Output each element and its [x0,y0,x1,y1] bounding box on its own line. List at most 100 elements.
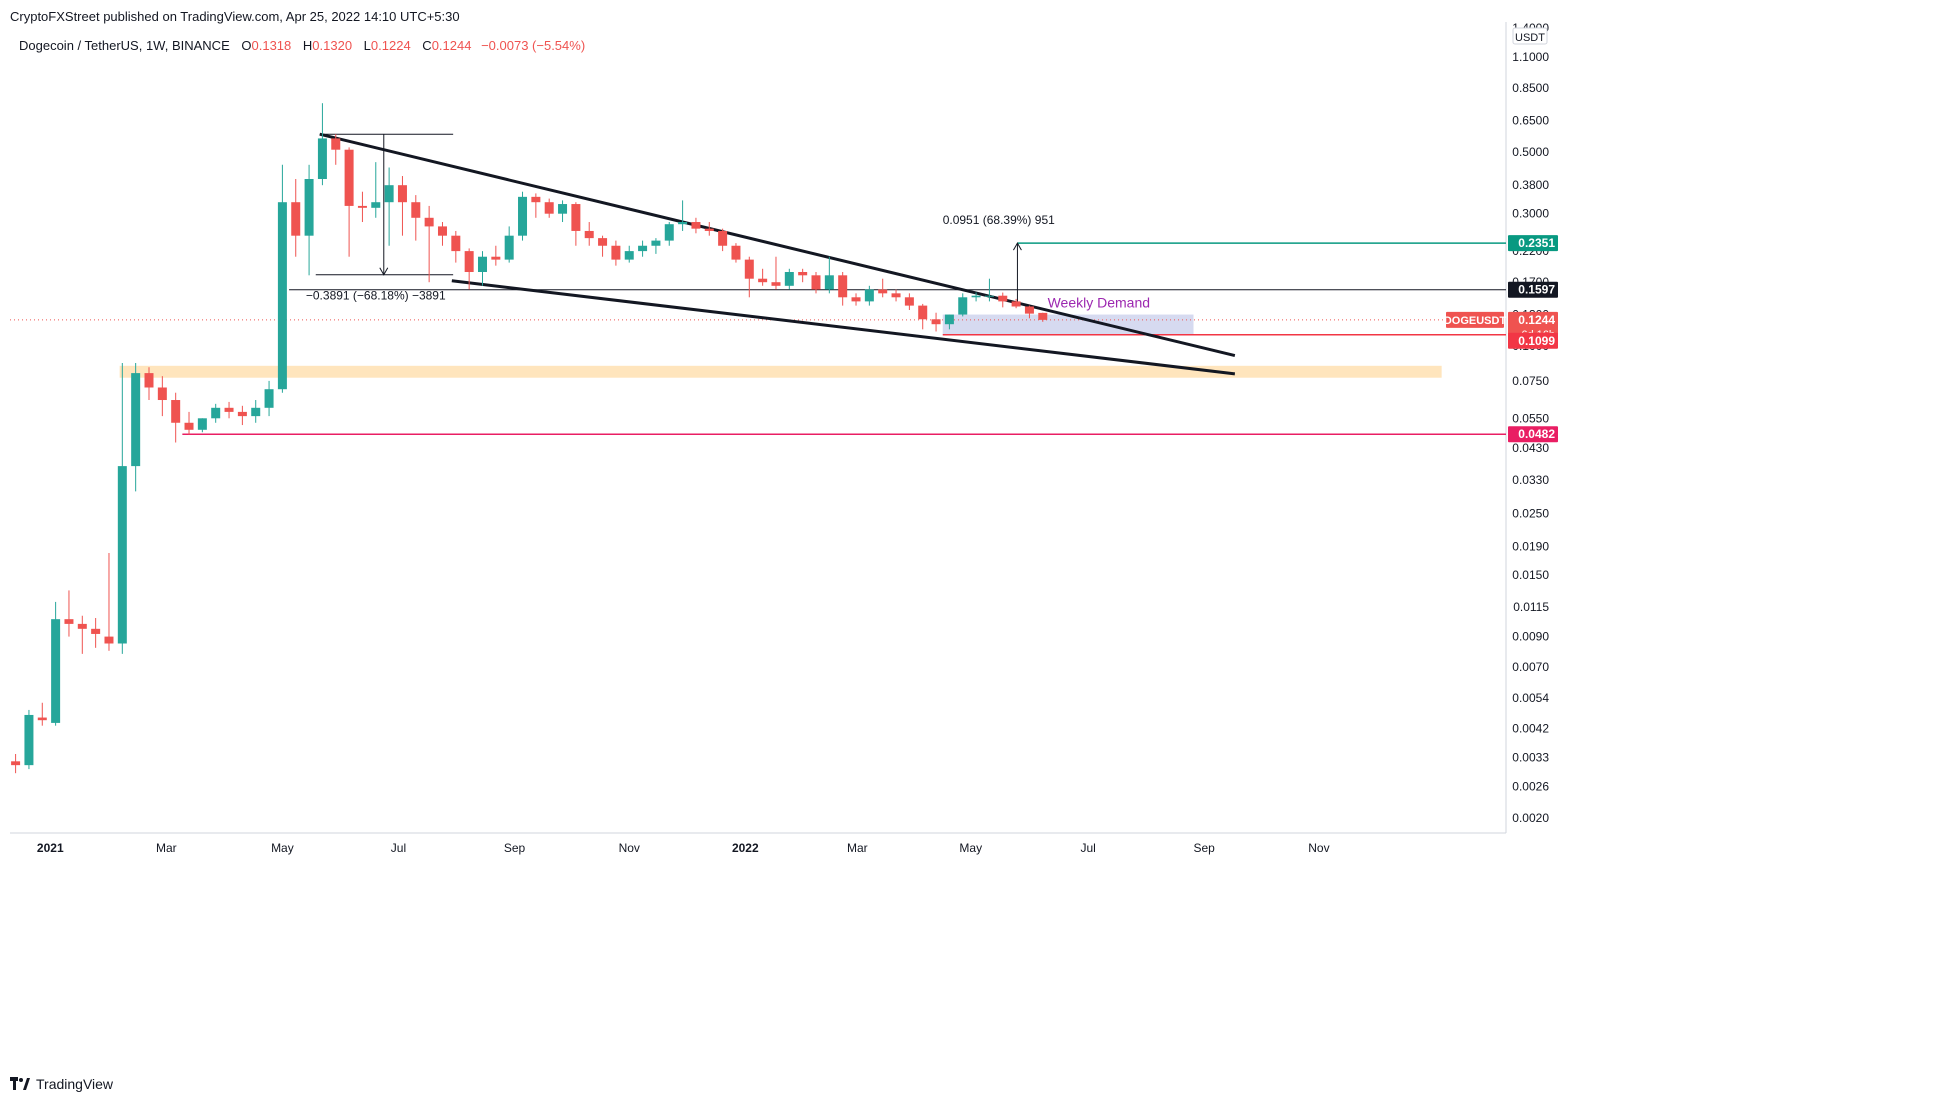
x-tick-label-5: Nov [619,841,640,855]
open-value: 0.1318 [251,38,292,53]
level-3-text: 0.1099 [1518,334,1555,348]
candle-body-59 [798,272,808,276]
high-label: H [302,38,313,53]
candle-body-30 [411,202,421,218]
candle-body-28 [384,185,394,203]
candle-body-71 [958,297,968,315]
candle-body-1 [24,714,34,766]
measure-up-arrowhead [1012,242,1022,251]
tradingview-logo-icon [10,1077,30,1091]
candle-body-17 [237,411,247,417]
candle-body-77 [1038,312,1048,320]
y-tick-label-11: 0.0750 [1512,374,1549,388]
candle-body-60 [811,275,821,290]
support-zone [119,365,1442,378]
candle-body-47 [638,245,648,252]
candle-body-70 [944,314,954,325]
candle-body-11 [157,387,167,401]
y-tick-label-24: 0.0026 [1512,779,1549,793]
x-tick-label-4: Sep [504,841,526,855]
candle-body-49 [664,224,674,241]
wedge-lower-trendline [451,279,1236,376]
candle-body-55 [744,259,754,279]
y-tick-label-2: 0.8500 [1512,81,1549,95]
candle-body-23 [317,138,327,180]
y-tick-label-17: 0.0150 [1512,568,1549,582]
candle-body-19 [264,389,274,408]
candle-body-72 [971,295,981,298]
x-tick-label-0: 2021 [37,841,64,855]
candle-body-64 [864,289,874,302]
level-1-badge [1508,281,1558,298]
y-tick-label-13: 0.0430 [1512,441,1549,455]
candle-body-51 [691,222,701,229]
candle-body-36 [491,256,501,260]
candle-body-2 [37,717,47,721]
x-tick-label-2: May [271,841,294,855]
level-4-text: 0.0482 [1518,427,1555,441]
candle-body-68 [918,305,928,320]
candle-body-13 [184,422,194,430]
candle-body-3 [51,619,61,723]
level-4-badge [1508,426,1558,443]
x-tick-label-6: 2022 [732,841,759,855]
candle-body-35 [478,256,487,273]
symbol-tag-badge [1446,311,1504,328]
candle-body-7 [104,636,114,644]
y-tick-label-20: 0.0070 [1512,660,1549,674]
candle-body-20 [277,202,287,390]
measure-down-arrowhead [379,267,389,276]
candle-body-16 [224,407,234,412]
publisher-caption: CryptoFXStreet published on TradingView.… [10,9,460,24]
candle-body-32 [437,226,447,236]
y-tick-label-5: 0.3800 [1512,178,1549,192]
candle-body-26 [357,205,367,208]
candle-body-15 [211,407,221,419]
y-tick-label-25: 0.0020 [1512,811,1549,825]
candle-body-5 [77,623,87,629]
candle-body-6 [91,628,101,634]
candle-body-48 [651,240,661,246]
candle-body-24 [331,138,341,150]
y-tick-label-12: 0.0550 [1512,411,1549,425]
candle-body-40 [544,202,554,214]
candle-body-53 [718,230,728,246]
candle-body-44 [598,238,608,246]
symbol-tag-text: DOGEUSDT [1444,315,1507,327]
candle-body-41 [558,204,568,214]
candle-body-43 [584,230,594,239]
candle-body-18 [251,407,261,417]
candle-body-54 [731,245,741,260]
candle-body-67 [904,297,914,306]
candle-body-39 [531,196,541,203]
candle-body-75 [1011,301,1021,307]
y-unit-label: USDT [1515,32,1545,44]
close-value: 0.1244 [431,38,472,53]
candle-body-14 [197,418,207,430]
y-tick-label-19: 0.0090 [1512,630,1549,644]
x-tick-label-1: Mar [156,841,177,855]
current-price-text: 0.1244 [1518,313,1555,327]
candle-body-37 [504,235,514,260]
weekly-demand-label: Weekly Demand [1048,294,1150,310]
candle-body-73 [984,295,994,297]
candle-body-62 [838,275,848,298]
candle-body-50 [678,222,688,225]
y-tick-label-22: 0.0042 [1512,722,1549,736]
weekly-demand-zone [942,314,1194,335]
footer-brand: TradingView [10,1076,113,1092]
candle-body-42 [571,204,581,231]
candle-body-4 [64,619,74,624]
candle-body-52 [704,228,714,231]
candle-body-34 [464,251,474,273]
y-tick-label-18: 0.0115 [1513,600,1549,614]
y-tick-label-6: 0.3000 [1512,207,1549,221]
high-value: 0.1320 [312,38,353,53]
candle-body-66 [891,293,901,298]
candle-body-8 [117,466,127,644]
change-value: −0.0073 (−5.54%) [481,38,586,53]
level-1-text: 0.1597 [1518,283,1555,297]
candle-body-76 [1024,306,1034,314]
x-tick-label-8: May [959,841,982,855]
